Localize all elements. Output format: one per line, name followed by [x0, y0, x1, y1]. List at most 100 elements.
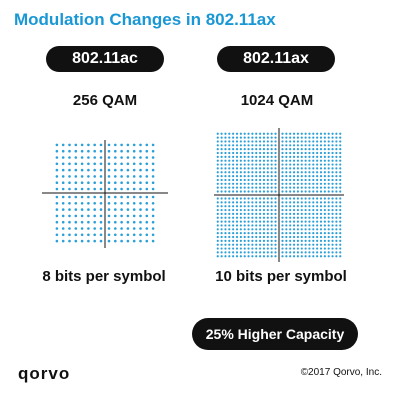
qam1024-point: [316, 201, 319, 204]
qam1024-point: [247, 140, 250, 143]
qam1024-point: [239, 148, 242, 151]
qam1024-point: [266, 251, 269, 254]
qam1024-point: [232, 178, 235, 182]
qam1024-point: [281, 251, 284, 254]
qam256-point: [80, 227, 84, 230]
qam1024-point: [339, 148, 342, 151]
qam1024-point: [289, 178, 292, 182]
qam1024-point: [312, 171, 315, 174]
qam256-point: [68, 233, 71, 237]
qam1024-point: [247, 228, 250, 231]
qam1024-point: [232, 163, 235, 166]
qam1024-point: [262, 132, 266, 135]
qam1024-point: [259, 175, 262, 178]
qam1024-point: [247, 232, 250, 235]
qam1024-point: [296, 148, 299, 151]
qam1024-point: [281, 243, 284, 246]
qam1024-point: [312, 212, 315, 215]
qam256-point: [68, 149, 71, 153]
qam1024-point: [266, 239, 269, 242]
qam1024-point: [220, 175, 223, 178]
qam1024-point: [335, 190, 338, 193]
qam1024-point: [292, 159, 296, 162]
qam1024-point: [262, 232, 266, 235]
qam1024-point: [296, 235, 299, 239]
qam256-point: [126, 181, 130, 184]
qam1024-point: [247, 197, 250, 200]
qam256-point: [145, 239, 149, 243]
qam1024-point: [251, 132, 254, 135]
qam1024-point: [289, 239, 292, 242]
qam1024-point: [235, 171, 239, 174]
qam1024-point: [255, 208, 258, 212]
qam1024-point: [300, 148, 303, 151]
qam256-point: [99, 239, 103, 243]
qam256-point: [151, 227, 155, 230]
qam1024-point: [296, 208, 299, 212]
qam1024-point: [285, 140, 288, 143]
qam1024-point: [327, 144, 330, 147]
qam1024-point: [220, 235, 223, 239]
qam256-point: [93, 168, 96, 172]
qam1024-point: [292, 140, 296, 143]
qam1024-point: [289, 243, 292, 246]
qam1024-point: [239, 186, 242, 189]
qam1024-point: [235, 232, 239, 235]
qam1024-point: [319, 197, 323, 200]
qam1024-point: [216, 163, 219, 166]
qam1024-point: [262, 224, 266, 227]
qam1024-point: [255, 175, 258, 178]
qam1024-point: [224, 255, 227, 258]
qam1024-point: [262, 190, 266, 193]
qam1024-point: [285, 155, 288, 158]
qam1024-point: [319, 136, 323, 139]
qam256-point: [114, 233, 117, 237]
qam1024-point: [274, 178, 277, 182]
qam1024-point: [228, 197, 231, 200]
qam1024-point: [247, 220, 250, 223]
qam1024-point: [335, 247, 338, 250]
qam1024-point: [266, 171, 269, 174]
qam1024-point: [296, 232, 299, 235]
qam1024-point: [308, 197, 311, 200]
qam1024-point: [232, 232, 235, 235]
qam1024-point: [239, 171, 242, 174]
qam256-point: [107, 202, 111, 205]
qam256-point: [55, 214, 59, 218]
qam1024-point: [266, 205, 269, 208]
qam1024-point: [259, 232, 262, 235]
qam256-point: [145, 214, 149, 218]
qam1024-point: [216, 243, 219, 246]
qam1024-point: [255, 163, 258, 166]
qam1024-point: [331, 228, 334, 231]
qam256-point: [114, 149, 117, 153]
qam1024-point: [327, 151, 330, 155]
qam1024-point: [251, 224, 254, 227]
qam256-point: [99, 162, 103, 166]
qam256-point: [151, 220, 155, 224]
qam256-point: [120, 227, 123, 230]
qam1024-point: [232, 144, 235, 147]
qam256-point: [132, 187, 136, 191]
qam1024-point: [339, 216, 342, 219]
qam256-point: [55, 156, 59, 159]
qorvo-logo: qorvo: [18, 364, 71, 383]
qam256-point: [68, 181, 71, 184]
qam1024-point: [281, 255, 284, 258]
qam1024-point: [274, 224, 277, 227]
qam1024-point: [239, 182, 242, 185]
qam1024-point: [335, 178, 338, 182]
qam1024-point: [296, 243, 299, 246]
qam1024-point: [296, 136, 299, 139]
qam1024-point: [274, 132, 277, 135]
qam1024-point: [296, 151, 299, 155]
qam1024-point: [216, 151, 219, 155]
qam1024-point: [335, 205, 338, 208]
qam1024-point: [224, 251, 227, 254]
qam256-point: [80, 220, 84, 224]
qam1024-point: [262, 151, 266, 155]
qam1024-point: [247, 208, 250, 212]
qam1024-point: [274, 232, 277, 235]
qam1024-point: [228, 163, 231, 166]
qam256-point: [132, 239, 136, 243]
